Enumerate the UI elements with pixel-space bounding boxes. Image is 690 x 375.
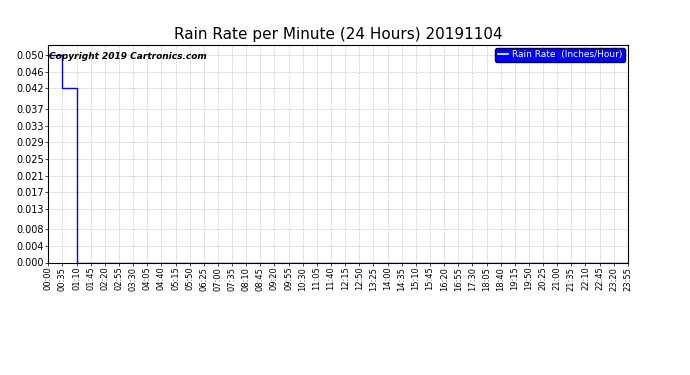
Title: Rain Rate per Minute (24 Hours) 20191104: Rain Rate per Minute (24 Hours) 20191104 — [174, 27, 502, 42]
Text: Copyright 2019 Cartronics.com: Copyright 2019 Cartronics.com — [50, 51, 207, 60]
Legend: Rain Rate  (Inches/Hour): Rain Rate (Inches/Hour) — [495, 48, 625, 62]
